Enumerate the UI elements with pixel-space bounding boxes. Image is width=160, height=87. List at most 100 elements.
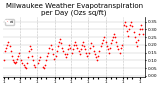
Point (6, 44, 9, 46)
Point (67, 49, 69, 50)
Point (96, 60, 98, 61)
Point (42, 66, 44, 67)
Legend: et: et (5, 19, 14, 25)
Point (82, 41, 84, 42)
Point (141, 29, 143, 30)
Point (103, 36, 106, 38)
Point (138, 33, 140, 35)
Point (127, 35, 129, 36)
Point (117, 49, 120, 50)
Point (130, 21, 133, 22)
Point (31, 55, 33, 56)
Point (98, 50, 100, 52)
Point (140, 24, 142, 25)
Point (76, 47, 79, 49)
Point (102, 39, 105, 41)
Point (12, 60, 14, 61)
Point (126, 30, 128, 32)
Point (16, 58, 18, 60)
Point (104, 41, 107, 42)
Point (51, 53, 54, 55)
Point (101, 43, 104, 44)
Point (7, 41, 10, 42)
Point (4, 50, 7, 52)
Point (116, 46, 119, 47)
Point (36, 63, 39, 64)
Point (18, 52, 20, 53)
Point (93, 53, 96, 55)
Point (114, 36, 116, 38)
Point (38, 57, 41, 58)
Point (26, 63, 28, 64)
Point (113, 33, 115, 35)
Point (106, 49, 109, 50)
Point (44, 64, 46, 66)
Point (48, 47, 51, 49)
Point (115, 41, 118, 42)
Point (132, 32, 135, 33)
Point (68, 44, 70, 46)
Point (8, 46, 11, 47)
Point (129, 24, 132, 25)
Point (47, 52, 50, 53)
Point (128, 29, 131, 30)
Point (30, 49, 32, 50)
Point (3, 60, 5, 61)
Point (92, 50, 95, 52)
Point (57, 46, 59, 47)
Point (123, 24, 125, 25)
Point (134, 41, 137, 42)
Point (84, 49, 86, 50)
Point (32, 60, 35, 61)
Point (131, 25, 134, 27)
Point (78, 53, 81, 55)
Point (23, 66, 26, 67)
Point (95, 57, 97, 58)
Point (91, 46, 94, 47)
Point (28, 50, 30, 52)
Point (119, 47, 122, 49)
Point (59, 38, 61, 39)
Point (29, 46, 31, 47)
Point (125, 25, 127, 27)
Point (71, 52, 73, 53)
Point (137, 39, 139, 41)
Point (24, 67, 27, 69)
Point (73, 44, 76, 46)
Point (97, 55, 99, 56)
Point (20, 60, 23, 61)
Point (9, 50, 12, 52)
Point (80, 44, 83, 46)
Point (72, 49, 74, 50)
Point (85, 52, 87, 53)
Point (108, 52, 110, 53)
Point (111, 39, 113, 41)
Point (100, 46, 102, 47)
Point (88, 52, 91, 53)
Point (124, 21, 126, 22)
Point (43, 67, 45, 69)
Point (27, 57, 29, 58)
Title: Milwaukee Weather Evapotranspiration
per Day (Ozs sq/ft): Milwaukee Weather Evapotranspiration per… (6, 3, 143, 16)
Point (74, 41, 77, 42)
Point (46, 55, 49, 56)
Point (69, 47, 71, 49)
Point (63, 53, 66, 55)
Point (89, 47, 92, 49)
Point (64, 57, 67, 58)
Point (17, 55, 20, 56)
Point (118, 52, 121, 53)
Point (120, 44, 123, 46)
Point (56, 50, 58, 52)
Point (79, 49, 82, 50)
Point (65, 53, 68, 55)
Point (108, 47, 111, 49)
Point (33, 64, 36, 66)
Point (52, 58, 55, 60)
Point (21, 63, 24, 64)
Point (112, 36, 114, 38)
Point (13, 61, 15, 63)
Point (50, 49, 53, 50)
Point (142, 33, 144, 35)
Point (49, 44, 52, 46)
